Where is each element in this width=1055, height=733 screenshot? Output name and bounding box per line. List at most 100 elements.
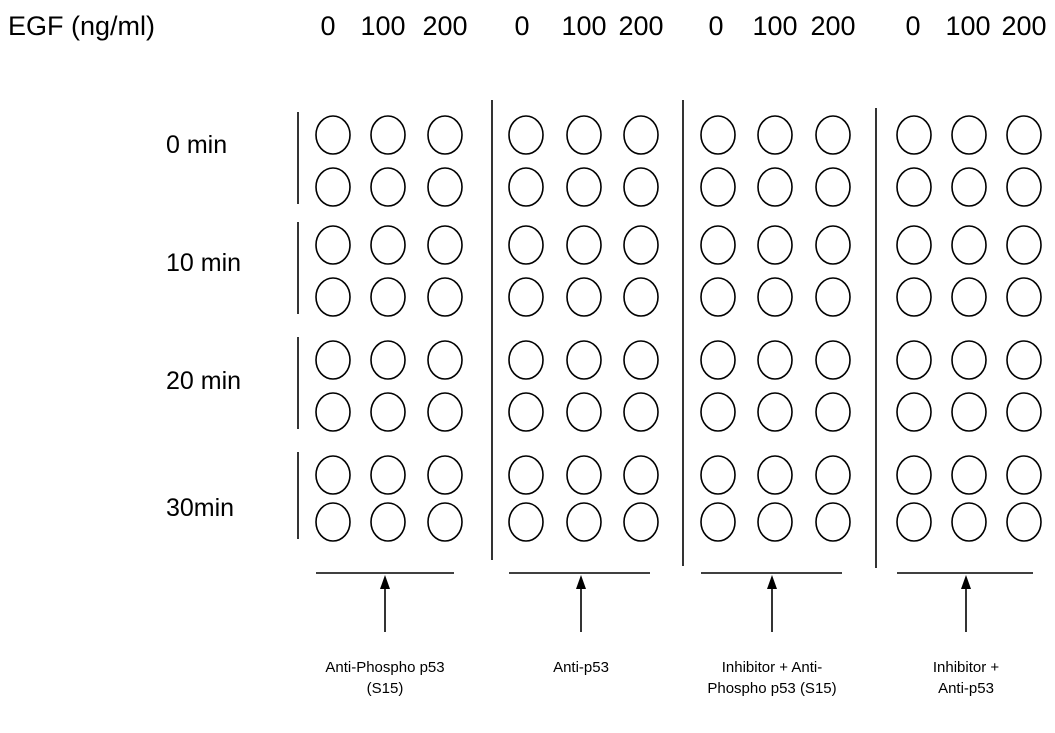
well-circle (623, 392, 659, 432)
well-circle (315, 225, 351, 265)
well-circle (508, 340, 544, 380)
panel-arrows (316, 572, 1033, 632)
egf-header-row: 0 100 200 0 100 200 0 100 200 0 100 200 (320, 11, 1046, 41)
well-circle (896, 455, 932, 495)
well-circle (815, 340, 851, 380)
well-circle (757, 392, 793, 432)
well-circle (951, 455, 987, 495)
well-circle (951, 277, 987, 317)
time-point-label: 10 min (166, 249, 241, 277)
well-circle (623, 502, 659, 542)
well-circle (566, 167, 602, 207)
well-circle (757, 167, 793, 207)
well-circle (566, 340, 602, 380)
well-circle (951, 115, 987, 155)
well-circle (623, 277, 659, 317)
well-circle (700, 340, 736, 380)
arrow-head (380, 575, 390, 589)
well-circle (1006, 502, 1042, 542)
egf-column-label: 200 (618, 11, 663, 41)
time-point-labels: 0 min 10 min 20 min 30min (166, 131, 241, 522)
well-circle (566, 392, 602, 432)
well-circle (427, 392, 463, 432)
well-circle (815, 455, 851, 495)
well-circle (623, 225, 659, 265)
well-circle (1006, 167, 1042, 207)
well-circle (315, 115, 351, 155)
well-circle (896, 115, 932, 155)
well-circle (1006, 340, 1042, 380)
well-circle (315, 167, 351, 207)
well-circle (700, 455, 736, 495)
egf-column-label: 100 (360, 11, 405, 41)
well-circle (815, 115, 851, 155)
well-circle (315, 455, 351, 495)
well-circle (757, 455, 793, 495)
well-circle (623, 340, 659, 380)
well-circle (1006, 277, 1042, 317)
egf-column-label: 200 (1001, 11, 1046, 41)
well-circle (370, 167, 406, 207)
well-circle (896, 502, 932, 542)
well-circle (427, 455, 463, 495)
well-circle (700, 115, 736, 155)
well-circle (951, 502, 987, 542)
well-circle (700, 225, 736, 265)
egf-concentration-label: EGF (ng/ml) (8, 11, 155, 41)
well-circle (566, 115, 602, 155)
well-circle (815, 502, 851, 542)
well-circle (370, 502, 406, 542)
well-circle (1006, 392, 1042, 432)
well-circle (427, 115, 463, 155)
time-point-label: 0 min (166, 131, 227, 159)
well-grid (315, 115, 1042, 542)
egf-column-label: 100 (945, 11, 990, 41)
well-circle (951, 392, 987, 432)
well-circle (951, 225, 987, 265)
well-circle (815, 277, 851, 317)
well-circle (566, 502, 602, 542)
well-circle (896, 392, 932, 432)
well-circle (757, 115, 793, 155)
well-circle (508, 115, 544, 155)
well-circle (757, 502, 793, 542)
well-circle (508, 277, 544, 317)
well-circle (815, 392, 851, 432)
well-circle (315, 392, 351, 432)
egf-column-label: 100 (561, 11, 606, 41)
well-circle (315, 502, 351, 542)
egf-column-label: 0 (905, 11, 920, 41)
well-circle (427, 340, 463, 380)
well-circle (315, 277, 351, 317)
well-circle (757, 277, 793, 317)
arrow-head (576, 575, 586, 589)
well-circle (757, 340, 793, 380)
well-circle (951, 340, 987, 380)
well-circle (508, 455, 544, 495)
well-circle (370, 277, 406, 317)
well-circle (427, 502, 463, 542)
well-circle (370, 225, 406, 265)
well-circle (566, 277, 602, 317)
well-circle (951, 167, 987, 207)
panel-label-line: Phospho p53 (S15) (707, 680, 836, 697)
well-circle (566, 455, 602, 495)
well-circle (566, 225, 602, 265)
well-circle (508, 167, 544, 207)
well-circle (1006, 225, 1042, 265)
panel-label-line: Anti-Phospho p53 (325, 659, 444, 676)
well-circle (370, 340, 406, 380)
egf-column-label: 200 (810, 11, 855, 41)
egf-column-label: 200 (422, 11, 467, 41)
well-circle (896, 340, 932, 380)
well-circle (700, 502, 736, 542)
panel-label-line: Anti-p53 (938, 680, 994, 697)
well-circle (896, 167, 932, 207)
egf-column-label: 0 (514, 11, 529, 41)
well-circle (896, 225, 932, 265)
well-circle (700, 392, 736, 432)
well-circle (427, 277, 463, 317)
well-circle (370, 455, 406, 495)
well-circle (370, 392, 406, 432)
